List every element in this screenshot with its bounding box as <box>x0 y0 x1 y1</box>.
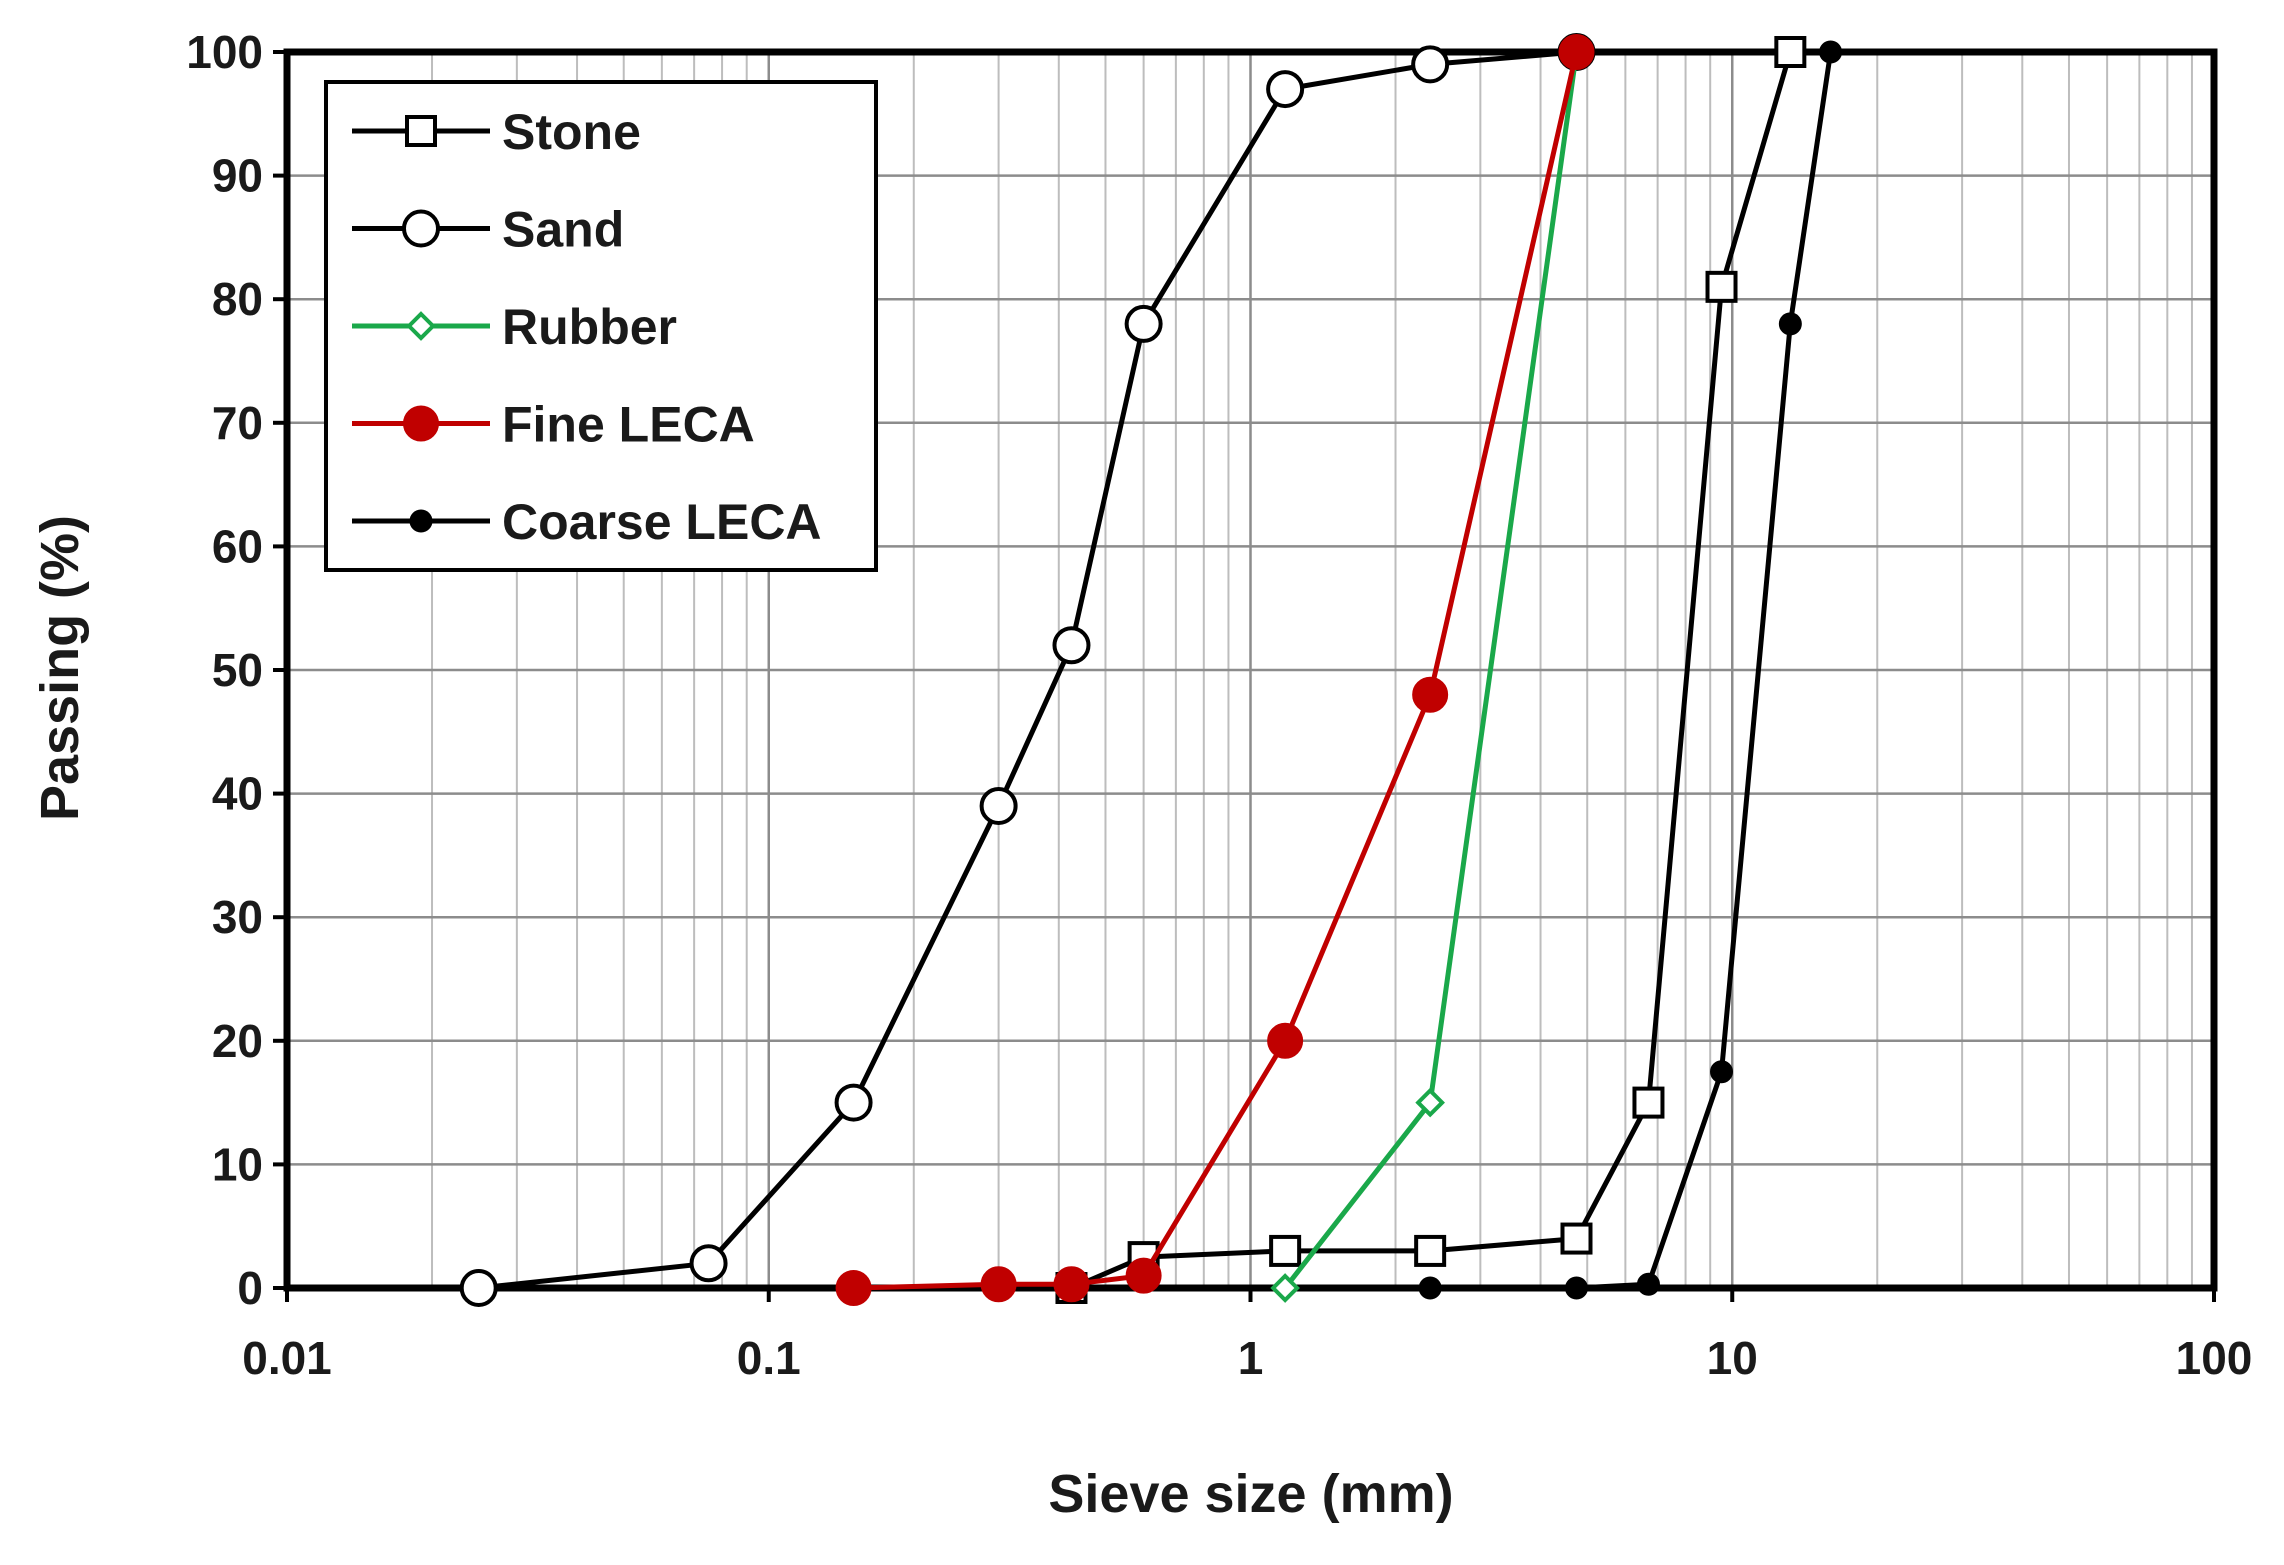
series-line-coarse-leca <box>1430 51 1834 1291</box>
y-tick-label: 80 <box>212 273 263 325</box>
data-point-rubber <box>1270 1273 1300 1303</box>
data-point-fine-leca <box>1053 1266 1090 1303</box>
data-point-sand <box>1052 626 1091 665</box>
data-point-fine-leca <box>980 1266 1017 1303</box>
legend-marker-rubber <box>406 311 436 341</box>
legend-marker-sand <box>402 209 440 248</box>
legend-item-coarse-leca: Coarse LECA <box>352 494 822 550</box>
legend-label-stone: Stone <box>502 104 641 160</box>
x-tick-label: 0.1 <box>737 1332 801 1384</box>
data-point-rubber <box>1415 1087 1445 1118</box>
data-point-sand <box>689 1244 728 1283</box>
series-coarse-leca <box>1418 40 1843 1300</box>
legend-item-fine-leca: Fine LECA <box>352 397 755 453</box>
tick-labels: 0 10 20 30 40 50 60 70 80 90 100 0.01 0.1 1 10 100 <box>186 26 2252 1384</box>
legend-item-sand: Sand <box>352 202 624 258</box>
data-point-stone <box>1705 270 1738 303</box>
data-point-fine-leca <box>1558 34 1595 70</box>
data-point-fine-leca <box>1267 1022 1304 1059</box>
x-tick-label: 1 <box>1238 1332 1264 1384</box>
y-tick-label: 20 <box>212 1015 263 1067</box>
series-line-stone <box>1070 51 1793 1291</box>
y-tick-label: 30 <box>212 891 263 943</box>
data-point-fine-leca <box>1125 1257 1162 1294</box>
data-point-sand <box>1411 45 1450 84</box>
data-point-coarse-leca <box>1778 312 1802 336</box>
y-tick-label: 60 <box>212 520 263 572</box>
data-point-sand <box>1266 70 1305 109</box>
x-tick-label: 100 <box>2176 1332 2253 1384</box>
axes <box>273 48 2218 1302</box>
y-tick-label: 100 <box>186 26 263 78</box>
x-tick-label: 10 <box>1707 1332 1758 1384</box>
data-point-stone <box>1774 36 1807 68</box>
data-point-coarse-leca <box>1819 40 1843 64</box>
y-tick-label: 50 <box>212 644 263 696</box>
data-point-stone <box>1414 1234 1447 1267</box>
legend-item-rubber: Rubber <box>352 299 677 355</box>
legend-marker-stone <box>405 115 437 147</box>
x-tick-label: 0.01 <box>242 1332 332 1384</box>
legend-marker-fine-leca <box>403 405 439 442</box>
legend-label-rubber: Rubber <box>502 299 677 355</box>
legend: Stone Sand Rubber Fine LECA Coarse LECA <box>324 80 878 572</box>
data-point-sand <box>979 786 1018 825</box>
y-tick-label: 70 <box>212 397 263 449</box>
series-group <box>459 33 1843 1307</box>
data-point-fine-leca <box>835 1270 872 1306</box>
data-point-coarse-leca <box>1564 1276 1588 1300</box>
x-axis-title: Sieve size (mm) <box>1048 1464 1453 1524</box>
legend-marker-coarse-leca <box>409 509 433 533</box>
legend-item-stone: Stone <box>352 104 641 160</box>
y-tick-label: 0 <box>237 1262 263 1314</box>
data-point-stone <box>1560 1222 1593 1255</box>
series-fine-leca <box>835 34 1595 1306</box>
y-axis-title: Passing (%) <box>30 515 90 821</box>
y-tick-label: 40 <box>212 768 263 820</box>
data-point-coarse-leca <box>1418 1276 1442 1300</box>
data-point-sand <box>1124 304 1163 343</box>
data-point-sand <box>459 1269 498 1307</box>
data-point-coarse-leca <box>1636 1272 1660 1296</box>
data-point-coarse-leca <box>1710 1060 1734 1084</box>
legend-label-fine-leca: Fine LECA <box>502 397 755 453</box>
data-point-sand <box>834 1083 873 1122</box>
data-point-stone <box>1269 1234 1302 1267</box>
y-tick-label: 90 <box>212 150 263 202</box>
data-point-stone <box>1632 1086 1665 1119</box>
y-tick-label: 10 <box>212 1138 263 1190</box>
legend-label-sand: Sand <box>502 202 624 258</box>
legend-label-coarse-leca: Coarse LECA <box>502 494 822 550</box>
data-point-fine-leca <box>1412 676 1449 713</box>
